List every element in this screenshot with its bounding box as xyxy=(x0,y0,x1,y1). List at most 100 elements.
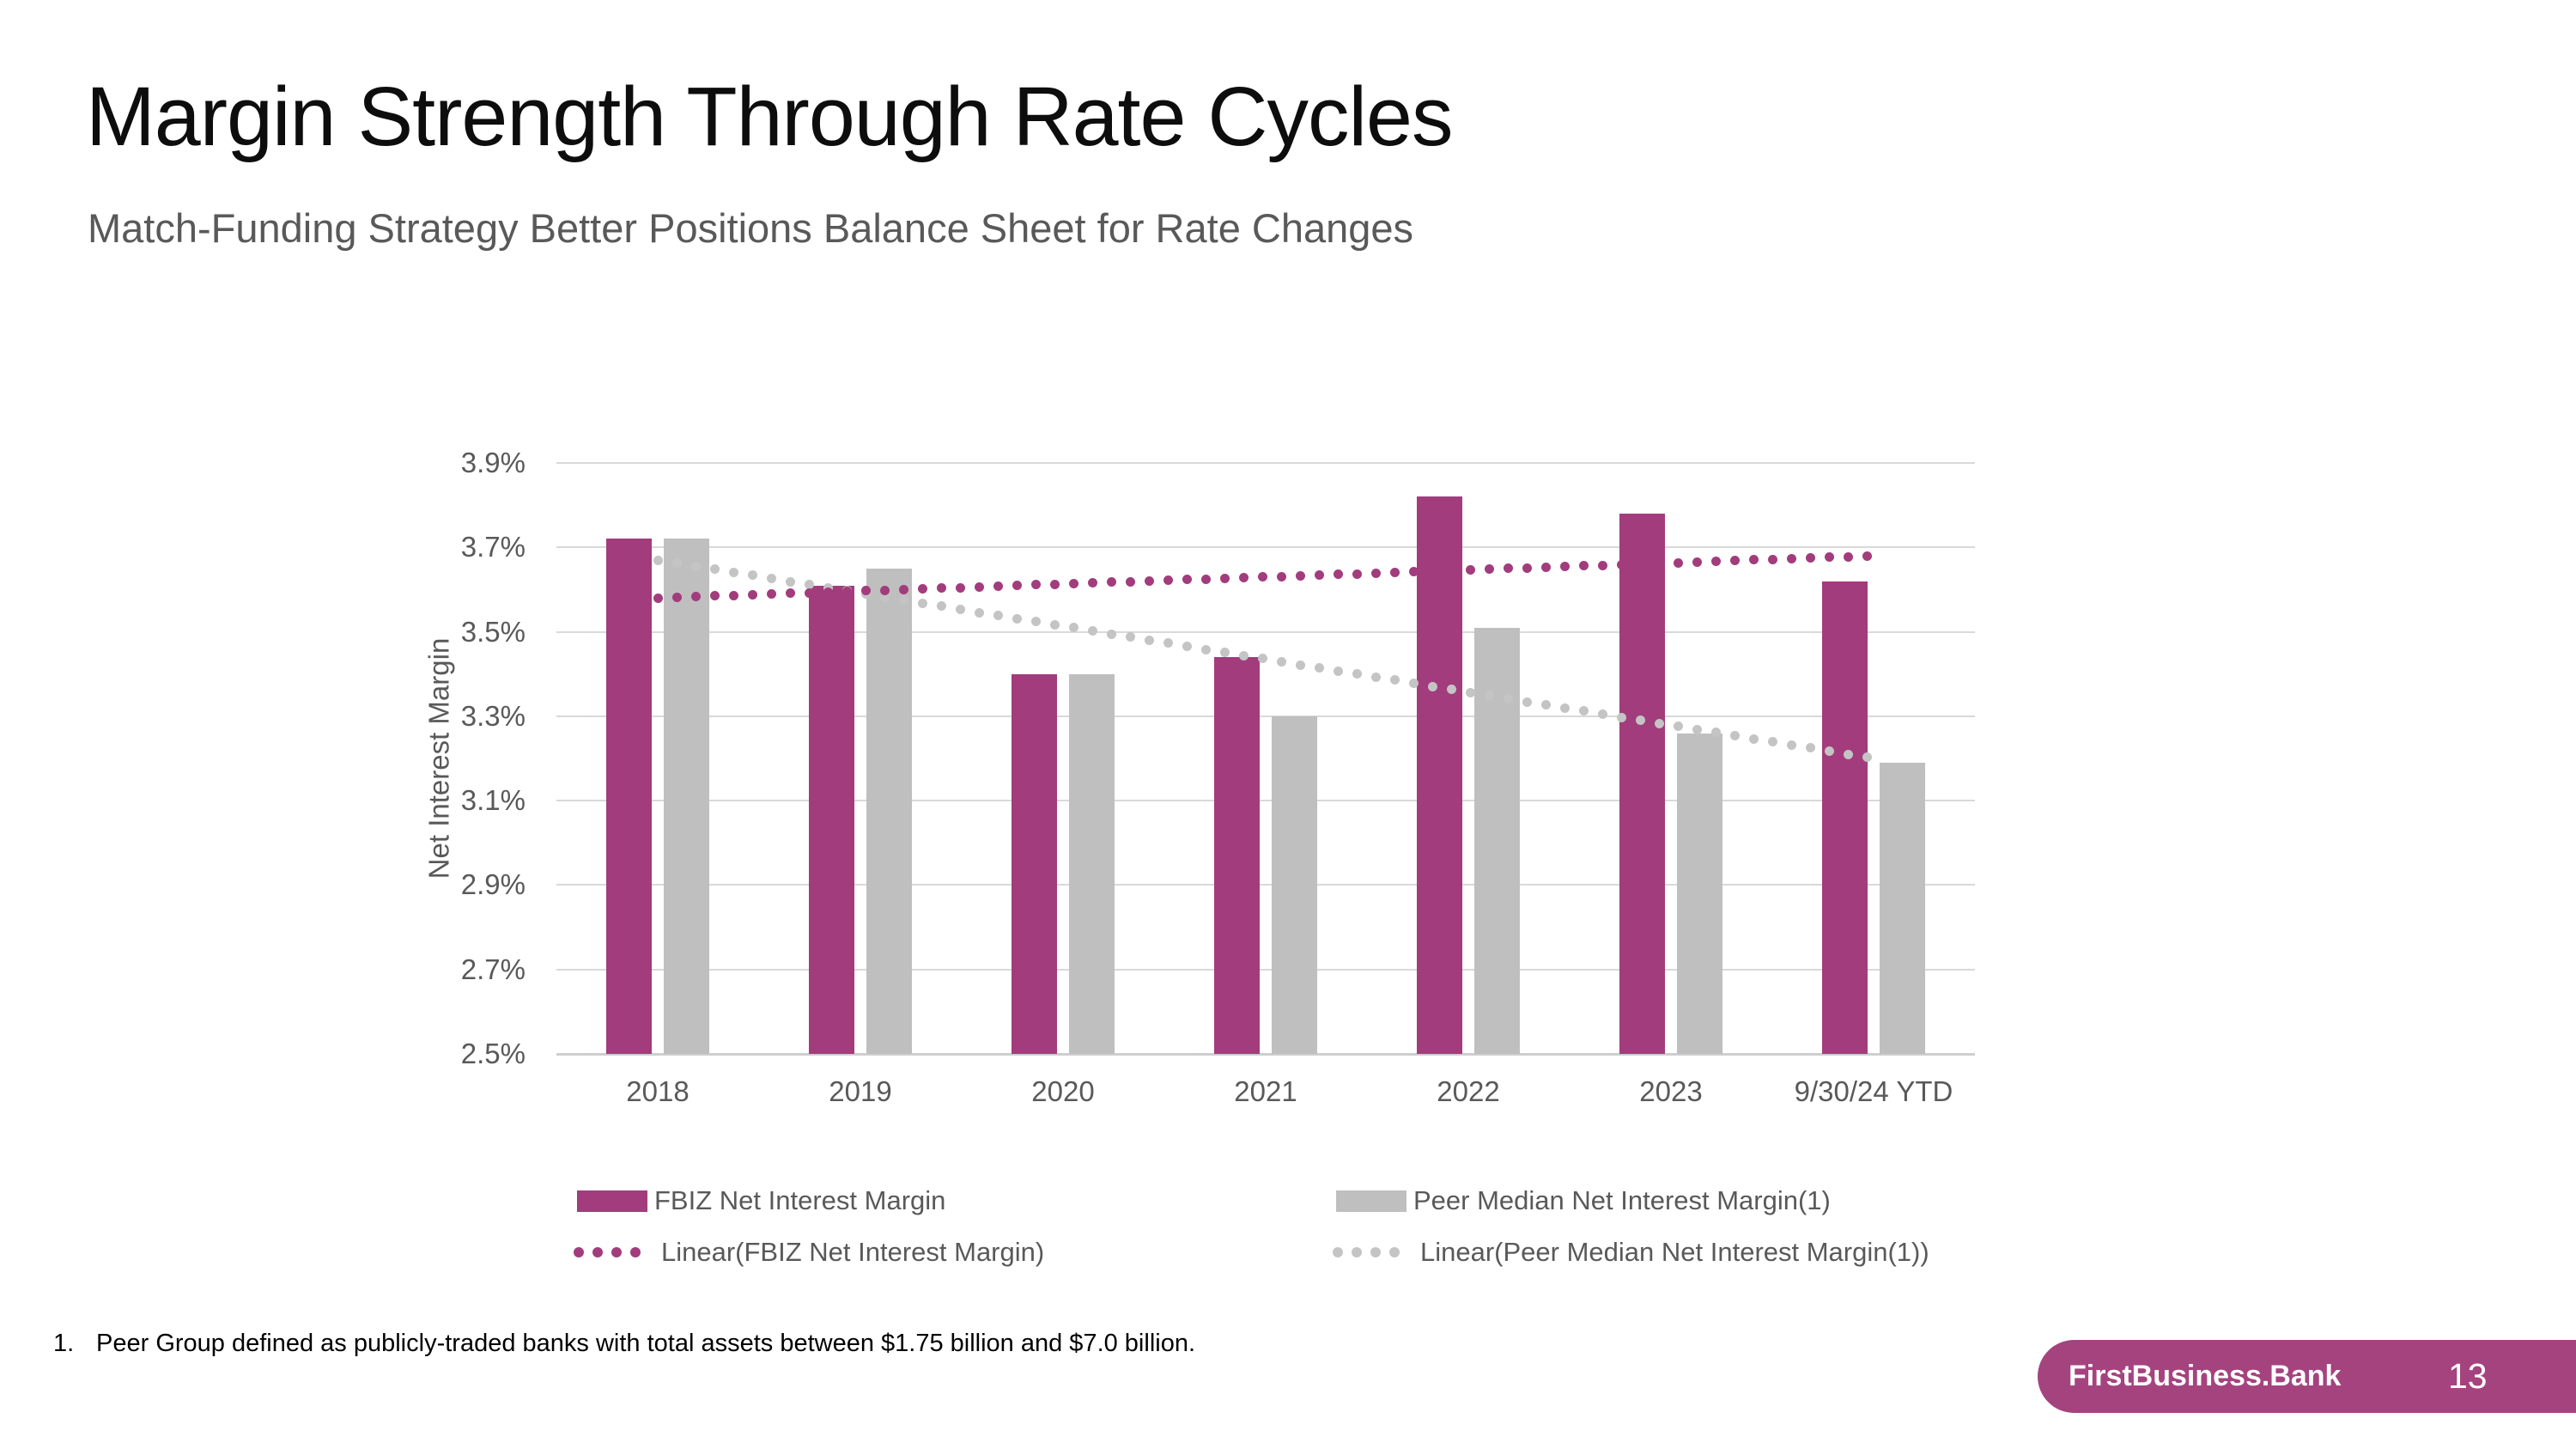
trend-dot-peer xyxy=(1219,648,1230,658)
trend-dot-peer xyxy=(1540,700,1551,710)
trend-dot-fbiz xyxy=(1370,568,1381,578)
footnote: 1. Peer Group defined as publicly-traded… xyxy=(53,1330,1195,1358)
trend-dot-peer xyxy=(1163,638,1173,648)
trend-dot-fbiz xyxy=(841,587,852,597)
bar-fbiz-2019 xyxy=(809,585,854,1054)
trend-dot-fbiz xyxy=(1710,557,1721,566)
page-title: Margin Strength Through Rate Cycles xyxy=(86,70,1453,163)
trend-dot-fbiz xyxy=(1087,578,1097,588)
trend-dot-peer xyxy=(1654,718,1664,728)
trend-dot-fbiz xyxy=(1125,576,1135,587)
bar-peer-2023 xyxy=(1677,733,1722,1054)
trend-dot-peer xyxy=(1427,681,1437,691)
trend-dot-peer xyxy=(728,567,738,577)
trend-dot-fbiz xyxy=(1503,563,1513,574)
peer-trend-dots-swatch xyxy=(1333,1247,1408,1257)
trend-dot-fbiz xyxy=(690,592,701,602)
trend-dot-fbiz xyxy=(804,588,814,598)
bar-peer-9/30/24 YTD xyxy=(1880,762,1925,1054)
trend-dot-peer xyxy=(709,564,720,575)
trend-dot-peer xyxy=(1049,619,1060,630)
x-tick-label: 2020 xyxy=(1031,1075,1095,1107)
trend-dot-peer xyxy=(804,580,814,590)
trend-dot-peer xyxy=(1748,734,1759,744)
bar-peer-2020 xyxy=(1069,673,1115,1054)
bar-fbiz-2022 xyxy=(1417,496,1462,1054)
trend-dot-peer xyxy=(1862,752,1872,763)
trend-dot-peer xyxy=(1522,697,1532,707)
trend-dot-peer xyxy=(671,558,682,569)
trend-dot-peer xyxy=(1559,703,1570,713)
trend-dot-fbiz xyxy=(1333,569,1343,580)
bar-peer-2019 xyxy=(866,568,912,1054)
trend-dot-peer xyxy=(1692,724,1702,734)
bar-fbiz-9/30/24 YTD xyxy=(1822,581,1868,1054)
bar-peer-2018 xyxy=(664,539,709,1054)
trend-dot-peer xyxy=(955,604,965,614)
trend-dot-peer xyxy=(974,607,984,618)
trend-dot-fbiz xyxy=(1654,558,1664,569)
trend-dot-fbiz xyxy=(1540,562,1551,572)
trend-dot-peer xyxy=(1843,749,1853,759)
trend-dot-peer xyxy=(1087,626,1097,636)
legend-item-fbiz-bar: FBIZ Net Interest Margin xyxy=(577,1185,945,1216)
trend-dot-fbiz xyxy=(955,582,965,593)
trend-dot-fbiz xyxy=(1748,555,1759,565)
trend-dot-fbiz xyxy=(1182,575,1192,585)
trend-dot-peer xyxy=(1616,712,1626,722)
legend-label: FBIZ Net Interest Margin xyxy=(654,1185,946,1215)
trend-dot-fbiz xyxy=(1862,551,1872,561)
trend-dot-peer xyxy=(898,595,908,606)
trend-dot-peer xyxy=(1503,694,1513,703)
y-tick-label: 3.7% xyxy=(460,531,526,563)
y-tick-label: 3.9% xyxy=(460,447,526,478)
trend-dot-fbiz xyxy=(1106,577,1116,588)
bar-fbiz-2020 xyxy=(1012,673,1057,1054)
trend-dot-fbiz xyxy=(1597,560,1607,570)
trend-dot-fbiz xyxy=(1578,561,1589,571)
trend-dot-peer xyxy=(1578,706,1589,716)
trend-dot-fbiz xyxy=(1408,567,1419,577)
trend-dot-fbiz xyxy=(671,592,682,602)
trend-dot-peer xyxy=(785,576,795,587)
brand-logo-text: FirstBusiness.Bank xyxy=(2069,1360,2342,1392)
trend-dot-peer xyxy=(993,611,1003,621)
trend-dot-peer xyxy=(1125,632,1135,642)
trend-dot-fbiz xyxy=(1238,573,1249,583)
trend-dot-fbiz xyxy=(709,591,720,601)
trend-dot-peer xyxy=(1144,635,1154,645)
trend-dot-fbiz xyxy=(1276,571,1286,581)
y-tick-label: 3.1% xyxy=(460,784,526,817)
trend-dot-fbiz xyxy=(1673,557,1683,568)
x-axis-tick-labels: 2018 2019 2020 2021 2022 2023 9/30/24 YTD xyxy=(556,1075,1975,1118)
gridline xyxy=(556,630,1975,633)
trend-dot-fbiz xyxy=(860,586,871,596)
peer-bar-swatch xyxy=(1336,1190,1406,1212)
trend-dot-peer xyxy=(1805,743,1815,753)
trend-dot-fbiz xyxy=(1465,564,1475,575)
trend-dot-peer xyxy=(1257,654,1267,664)
trend-dot-fbiz xyxy=(1616,559,1626,569)
trend-dot-peer xyxy=(1824,746,1834,757)
trend-dot-peer xyxy=(1276,656,1286,667)
gridline xyxy=(556,546,1975,549)
bar-peer-2022 xyxy=(1474,627,1520,1054)
trend-dot-fbiz xyxy=(936,583,946,594)
trend-dot-fbiz xyxy=(1692,557,1702,567)
trend-dot-fbiz xyxy=(1824,552,1834,563)
gridline xyxy=(556,800,1975,802)
trend-dot-fbiz xyxy=(879,585,890,595)
bar-fbiz-2023 xyxy=(1619,513,1665,1054)
trend-dot-peer xyxy=(1352,669,1362,679)
trend-dot-fbiz xyxy=(747,589,757,600)
legend-label: Linear(FBIZ Net Interest Margin) xyxy=(661,1237,1045,1267)
legend-item-fbiz-trend: Linear(FBIZ Net Interest Margin) xyxy=(574,1237,1044,1268)
trend-dot-peer xyxy=(1238,650,1249,661)
trend-dot-fbiz xyxy=(993,581,1003,591)
trend-dot-peer xyxy=(1465,687,1475,697)
trend-dot-fbiz xyxy=(1012,581,1022,591)
trend-dot-fbiz xyxy=(1559,562,1570,572)
legend-item-peer-bar: Peer Median Net Interest Margin(1) xyxy=(1336,1185,1831,1216)
plot-area xyxy=(556,462,1975,1056)
trend-dot-peer xyxy=(690,561,701,571)
